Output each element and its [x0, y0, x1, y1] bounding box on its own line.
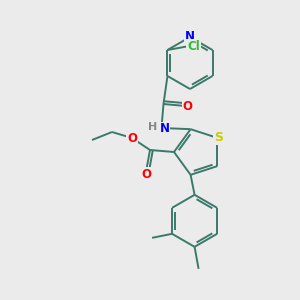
Text: N: N — [160, 122, 170, 136]
Text: O: O — [141, 167, 151, 181]
Text: N: N — [185, 31, 195, 44]
Text: S: S — [214, 131, 223, 144]
Text: Cl: Cl — [187, 40, 200, 52]
Text: O: O — [182, 100, 193, 112]
Text: O: O — [127, 131, 137, 145]
Text: H: H — [148, 122, 157, 132]
